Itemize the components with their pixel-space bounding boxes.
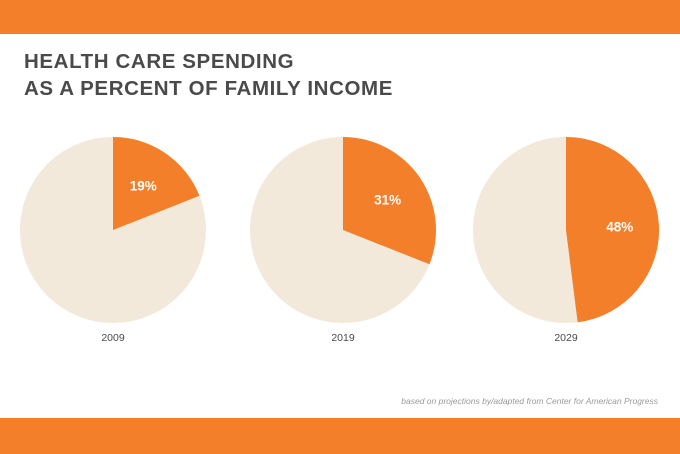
pie-2019-spending-slice [343, 137, 437, 265]
source-note: based on projections by/adapted from Cen… [401, 396, 658, 406]
pie-2029: 48% 2029 [473, 137, 660, 344]
chart-title: HEALTH CARE SPENDING AS A PERCENT OF FAM… [24, 48, 393, 102]
chart-title-line-1: HEALTH CARE SPENDING [24, 50, 295, 73]
pie-2009: 19% 2009 [20, 137, 206, 344]
pie-2009-spending-slice [113, 137, 200, 230]
pie-2029-spending-slice [566, 137, 660, 323]
top-orange-band [0, 0, 680, 34]
pie-2009-year-label: 2009 [101, 332, 125, 344]
pie-2019: 31% 2019 [250, 137, 437, 344]
chart-title-line-2: AS A PERCENT OF FAMILY INCOME [24, 77, 393, 100]
bottom-orange-band [0, 418, 680, 454]
pie-2019-year-label: 2019 [331, 332, 355, 344]
pie-2009-percent-label: 19% [130, 178, 157, 193]
pie-2029-year-label: 2029 [554, 332, 578, 344]
pie-2029-percent-label: 48% [606, 220, 633, 235]
pie-2019-percent-label: 31% [374, 193, 401, 208]
